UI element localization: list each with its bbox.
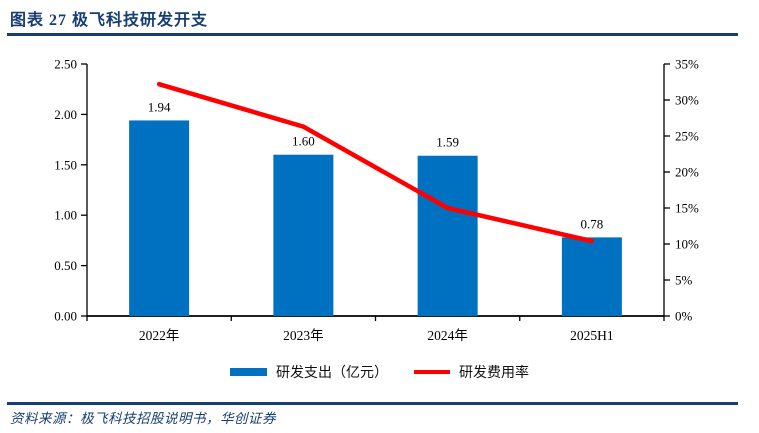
chart-legend: 研发支出（亿元） 研发费用率 xyxy=(0,362,759,382)
bar xyxy=(273,154,334,316)
legend-bar-swatch xyxy=(230,368,267,376)
right-axis-tick-label: 15% xyxy=(675,201,699,216)
legend-item-line: 研发费用率 xyxy=(414,362,529,382)
right-axis-tick-label: 25% xyxy=(675,129,699,144)
legend-line-swatch xyxy=(414,370,450,374)
right-axis-tick-label: 0% xyxy=(675,309,693,324)
left-axis-tick-label: 0.50 xyxy=(54,258,77,273)
bar xyxy=(561,237,622,316)
bar-value-label: 1.60 xyxy=(292,134,315,149)
source-note: 资料来源：极飞科技招股说明书，华创证券 xyxy=(10,411,276,426)
ratio-line xyxy=(156,81,595,244)
legend-item-bar: 研发支出（亿元） xyxy=(230,362,388,382)
bar-value-label: 0.78 xyxy=(581,216,604,231)
right-axis-tick-label: 20% xyxy=(675,165,699,180)
x-axis-label: 2024年 xyxy=(427,328,468,343)
left-axis-tick-label: 1.50 xyxy=(54,157,77,172)
footer-rule xyxy=(7,402,738,405)
right-axis-tick-label: 10% xyxy=(675,237,699,252)
right-axis-tick-label: 35% xyxy=(675,57,699,72)
bar-value-label: 1.59 xyxy=(436,135,459,150)
left-axis-tick-label: 0.00 xyxy=(54,309,77,324)
x-axis-label: 2022年 xyxy=(139,328,180,343)
bar-value-label: 1.94 xyxy=(148,99,171,114)
legend-label: 研发费用率 xyxy=(459,364,529,380)
right-axis-tick-label: 30% xyxy=(675,93,699,108)
legend-label: 研发支出（亿元） xyxy=(276,364,388,380)
bar xyxy=(417,155,478,316)
bar xyxy=(129,120,190,316)
left-axis-tick-label: 1.00 xyxy=(54,208,77,223)
left-axis-tick-label: 2.50 xyxy=(54,57,77,72)
figure-title: 图表 27 极飞科技研发开支 xyxy=(10,12,209,29)
left-axis-tick-label: 2.00 xyxy=(54,107,77,122)
title-rule xyxy=(7,33,738,36)
x-axis-label: 2023年 xyxy=(283,328,324,343)
x-axis-label: 2025H1 xyxy=(570,328,614,343)
right-axis-tick-label: 5% xyxy=(675,273,693,288)
